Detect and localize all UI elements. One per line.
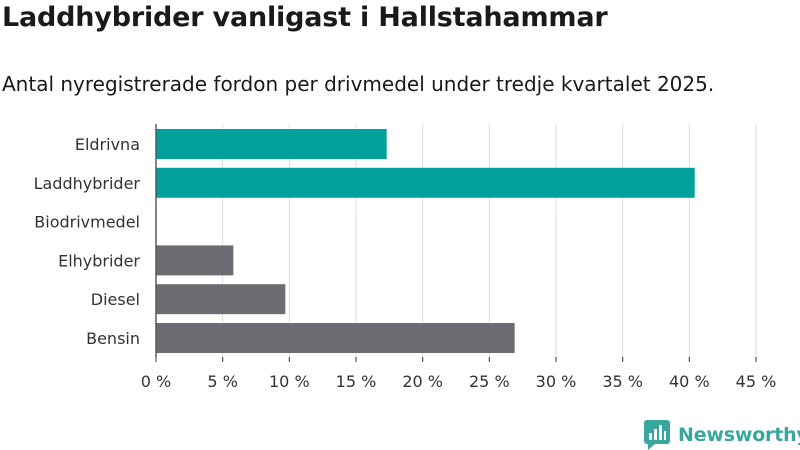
chart-subtitle: Antal nyregistrerade fordon per drivmede… [2,72,715,96]
bar-laddhybrider [156,167,695,198]
x-tick-label: 20 % [402,372,443,391]
x-tick-label: 0 % [141,372,171,391]
bar-bensin [156,323,515,353]
x-tick-label: 30 % [536,372,577,391]
x-tick-label: 10 % [269,372,310,391]
x-tick-label: 35 % [602,372,643,391]
category-label: Biodrivmedel [34,213,140,232]
category-label: Eldrivna [75,135,140,154]
chart-title: Laddhybrider vanligast i Hallstahammar [2,2,608,33]
x-tick-label: 25 % [469,372,510,391]
category-label: Elhybrider [58,251,140,270]
grid-lines [155,124,757,362]
x-tick-label: 15 % [336,372,377,391]
x-tick-label: 5 % [207,372,237,391]
bar-diesel [156,284,286,315]
newsworthy-logo: Newsworthy [644,420,800,450]
brand-name: Newsworthy [678,424,800,446]
category-label: Diesel [91,290,140,309]
bar-eldrivna [156,129,387,159]
bars [156,129,695,353]
x-tick-labels: 0 % 5 % 10 % 15 % 20 % 25 % 30 % 35 % 40 % 45 % [141,372,777,391]
category-label: Bensin [86,329,140,348]
category-labels: Eldrivna Laddhybrider Biodrivmedel Elhybrid… [34,135,141,348]
bar-elhybrider [156,245,234,276]
category-label: Laddhybrider [34,174,141,193]
newsworthy-logo-icon [644,420,670,450]
x-tick-label: 40 % [669,372,710,391]
x-tick-label: 45 % [736,372,777,391]
